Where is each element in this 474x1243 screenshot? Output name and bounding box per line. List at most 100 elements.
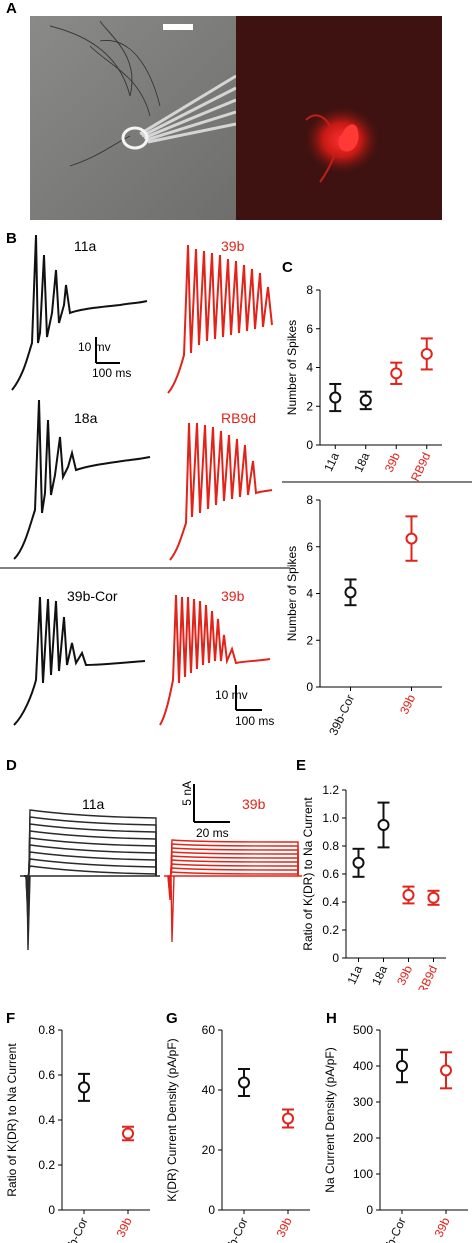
y-tick-label: 4 xyxy=(306,587,313,601)
panel-g-chart: 0 20 40 60 K(DR) Current Density (pA/pF) 39b-… xyxy=(165,1023,310,1243)
trace-label-39b: 39b xyxy=(221,238,245,254)
y-axis-label: Number of Spikes xyxy=(285,546,299,641)
y-tick-label: 300 xyxy=(353,1095,373,1109)
panel-label-a: A xyxy=(6,0,17,17)
chart-g: 0 20 40 60 K(DR) Current Density (pA/pF) 39b-… xyxy=(165,1023,310,1243)
y-tick-label: 0.2 xyxy=(322,923,339,937)
y-tick-label: 0.4 xyxy=(322,895,339,909)
current-trace xyxy=(167,847,299,895)
panel-f-chart: 0 0.2 0.4 0.6 0.8 Ratio of K(DR) to Na Curren… xyxy=(5,1023,150,1243)
trace-label-rb9d: RB9d xyxy=(221,410,257,426)
panel-label-e: E xyxy=(296,757,307,774)
data-point xyxy=(329,391,342,404)
y-tick-label: 200 xyxy=(353,1131,373,1145)
panel-label-f: F xyxy=(6,1010,16,1027)
y-axis-label: Number of Spikes xyxy=(285,320,299,415)
scale-bar-d xyxy=(193,784,230,823)
x-tick-label: 39b-Cor xyxy=(60,1215,91,1243)
y-tick-label: 100 xyxy=(353,1167,373,1181)
chart-e: 0 0.2 0.4 0.6 0.8 1.0 1.2 Ratio of K(DR) to Na … xyxy=(301,783,446,990)
x-tick-label: 11a xyxy=(344,963,365,987)
trace-label-39b-d: 39b xyxy=(242,796,266,812)
chart-h: 0 100 200 300 400 500 Na Current Density (pA/p… xyxy=(323,1023,468,1243)
trace-39b-lower xyxy=(159,594,271,726)
y-axis-label: Na Current Density (pA/pF) xyxy=(323,1047,337,1192)
data-point xyxy=(359,394,372,407)
chart-c-bottom: 0 2 4 6 8 Number of Spikes 39b-Cor 39b xyxy=(285,493,442,738)
x-tick-label: RB9d xyxy=(408,450,433,483)
x-tick-label: RB9d xyxy=(415,963,440,990)
y-tick-label: 8 xyxy=(306,283,313,297)
y-tick-label: 1.0 xyxy=(322,811,339,825)
data-point xyxy=(122,1127,134,1140)
x-tick-label: 11a xyxy=(321,450,342,474)
x-tick-label: 39b-Cor xyxy=(326,692,357,737)
scale-voltage-1: 10 mv xyxy=(78,340,111,354)
data-point xyxy=(238,1076,250,1089)
y-tick-label: 2 xyxy=(306,399,313,413)
panel-label-b: B xyxy=(6,230,17,247)
current-trace xyxy=(24,844,157,895)
x-tick-label: 39b xyxy=(397,692,418,716)
current-trace xyxy=(167,839,299,901)
panel-e-chart: 0 0.2 0.4 0.6 0.8 1.0 1.2 Ratio of K(DR) to Na … xyxy=(301,783,446,990)
data-point xyxy=(282,1112,294,1125)
data-point xyxy=(390,367,403,380)
y-tick-label: 0 xyxy=(306,680,313,694)
panel-d-traces xyxy=(20,784,302,951)
y-tick-label: 0 xyxy=(208,1203,215,1217)
panel-label-d: D xyxy=(6,757,17,774)
y-tick-label: 500 xyxy=(353,1023,373,1037)
data-point xyxy=(420,347,433,360)
trace-rb9d xyxy=(169,422,273,561)
scale-time-1: 100 ms xyxy=(92,366,132,380)
y-tick-label: 60 xyxy=(202,1023,216,1037)
y-tick-label: 0 xyxy=(332,951,339,965)
na-current-spike xyxy=(170,875,175,943)
current-trace xyxy=(168,871,299,877)
panel-label-h: H xyxy=(326,1010,337,1027)
y-tick-label: 400 xyxy=(353,1059,373,1073)
trace-11a xyxy=(11,234,148,391)
y-tick-label: 2 xyxy=(306,633,313,647)
data-point xyxy=(396,1060,408,1072)
scale-bar xyxy=(163,24,193,30)
data-point xyxy=(344,586,357,599)
y-tick-label: 0.6 xyxy=(322,867,339,881)
y-axis-label: Ratio of K(DR) to Na Current xyxy=(5,1043,19,1197)
trace-18a xyxy=(13,399,151,560)
x-tick-label: 18a xyxy=(351,450,372,474)
y-tick-label: 6 xyxy=(306,322,313,336)
x-tick-label: 39b xyxy=(274,1215,295,1239)
current-traces-11a xyxy=(20,809,160,951)
x-tick-label: 39b-Cor xyxy=(220,1215,251,1243)
y-axis-label: K(DR) Current Density (pA/pF) xyxy=(165,1038,179,1201)
current-trace xyxy=(24,865,157,877)
micrograph-image xyxy=(30,16,442,220)
trace-label-11a: 11a xyxy=(74,238,97,254)
x-tick-label: 39b xyxy=(394,963,415,987)
trace-label-11a-d: 11a xyxy=(82,796,105,812)
chart-c-top: 0 2 4 6 8 Number of Spikes 11a 18a 39b RB9d xyxy=(285,283,442,483)
y-tick-label: 1.2 xyxy=(322,783,339,797)
panel-label-c: C xyxy=(282,259,293,276)
panel-label-g: G xyxy=(166,1010,178,1027)
current-traces-39b xyxy=(164,839,302,943)
y-tick-label: 0.6 xyxy=(38,1068,55,1082)
current-trace xyxy=(24,851,157,889)
y-tick-label: 20 xyxy=(202,1143,216,1157)
trace-label-39b-2: 39b xyxy=(221,588,245,604)
y-tick-label: 8 xyxy=(306,493,313,507)
data-point xyxy=(78,1081,90,1094)
panel-h-chart: 0 100 200 300 400 500 Na Current Density (pA/p… xyxy=(323,1023,468,1243)
y-tick-label: 0 xyxy=(48,1203,55,1217)
x-tick-label: 39b xyxy=(432,1215,453,1239)
y-axis-label: Ratio of K(DR) to Na Current xyxy=(301,797,315,951)
chart-f: 0 0.2 0.4 0.6 0.8 Ratio of K(DR) to Na Curren… xyxy=(5,1023,150,1243)
y-tick-label: 0.8 xyxy=(322,839,339,853)
y-tick-label: 0 xyxy=(306,438,313,452)
na-current-spike xyxy=(26,875,31,951)
x-tick-label: 39b xyxy=(114,1215,135,1239)
y-tick-label: 0 xyxy=(366,1203,373,1217)
panel-b-traces xyxy=(0,234,290,726)
